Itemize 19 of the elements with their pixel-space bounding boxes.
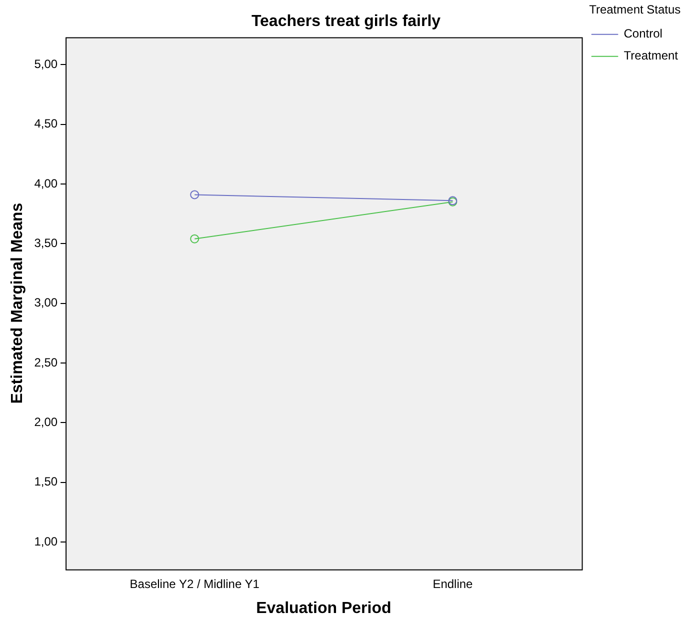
point <box>190 234 200 244</box>
y-tick-label: 4,50 <box>34 116 58 131</box>
legend-title: Treatment Status <box>589 2 681 16</box>
y-tick-label: 5,00 <box>34 56 58 71</box>
x-tick-label: Endline <box>432 576 474 591</box>
y-tick-label: 3,50 <box>34 236 58 250</box>
y-tick-label: 1,00 <box>34 534 58 548</box>
chart-title: Teachers treat girls fairly <box>251 13 441 30</box>
legend-label: Control <box>624 26 662 41</box>
y-tick-label: 4,00 <box>34 176 58 190</box>
x-tick-label: Baseline Y2 / Midline Y1 <box>130 576 260 591</box>
legend-label: Treatment <box>624 48 679 63</box>
y-tick-label: 3,00 <box>34 296 58 310</box>
y-tick-label: 2,50 <box>34 355 58 370</box>
y-tick-label: 2,00 <box>34 414 58 429</box>
point <box>190 190 200 200</box>
y-tick-label: 1,50 <box>34 474 58 489</box>
x-axis-title: Evaluation Period <box>256 600 392 617</box>
y-axis-title: Estimated Marginal Means <box>9 202 26 404</box>
